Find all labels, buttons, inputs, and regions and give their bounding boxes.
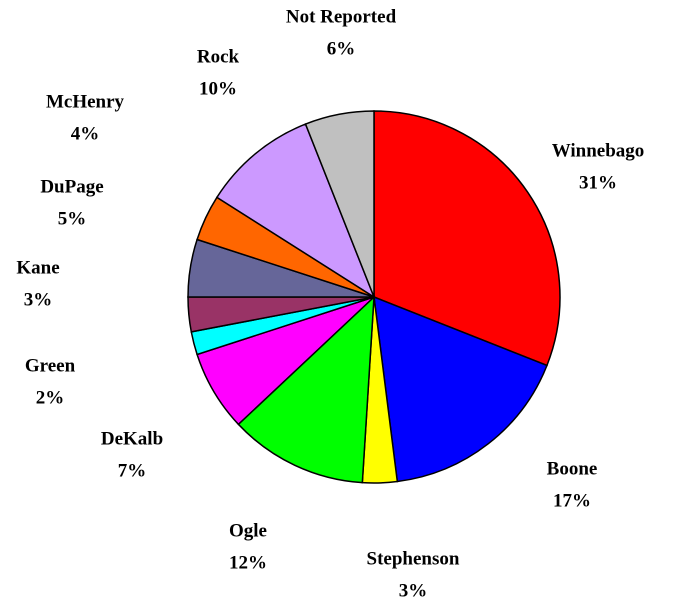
slice-label: Boone xyxy=(547,458,598,479)
slice-value-label: 4% xyxy=(71,123,100,144)
slice-label: Rock xyxy=(197,46,240,67)
slice-value-label: 12% xyxy=(229,552,267,573)
slice-label: Winnebago xyxy=(552,140,645,161)
slice-value-label: 6% xyxy=(327,38,356,59)
slice-value-label: 5% xyxy=(58,208,87,229)
slice-label: McHenry xyxy=(46,91,125,112)
slice-label: Green xyxy=(25,355,76,376)
pie-slice xyxy=(237,295,375,484)
slice-value-label: 3% xyxy=(399,580,428,601)
pie-slice xyxy=(373,110,561,367)
slice-label: Stephenson xyxy=(367,548,460,569)
slice-label: Ogle xyxy=(229,520,267,541)
pie-slice xyxy=(373,295,548,483)
slice-label: Kane xyxy=(16,257,59,278)
slice-value-label: 10% xyxy=(199,78,237,99)
slice-label: DuPage xyxy=(40,176,103,197)
slice-label: DeKalb xyxy=(101,428,163,449)
slice-value-label: 7% xyxy=(118,460,147,481)
slice-value-label: 2% xyxy=(36,387,65,408)
pie-slice xyxy=(215,123,376,299)
slice-value-label: 3% xyxy=(24,289,53,310)
pie-slice xyxy=(304,110,375,298)
slice-value-label: 31% xyxy=(579,172,617,193)
slice-label: Not Reported xyxy=(286,6,397,27)
slice-value-label: 17% xyxy=(553,490,591,511)
